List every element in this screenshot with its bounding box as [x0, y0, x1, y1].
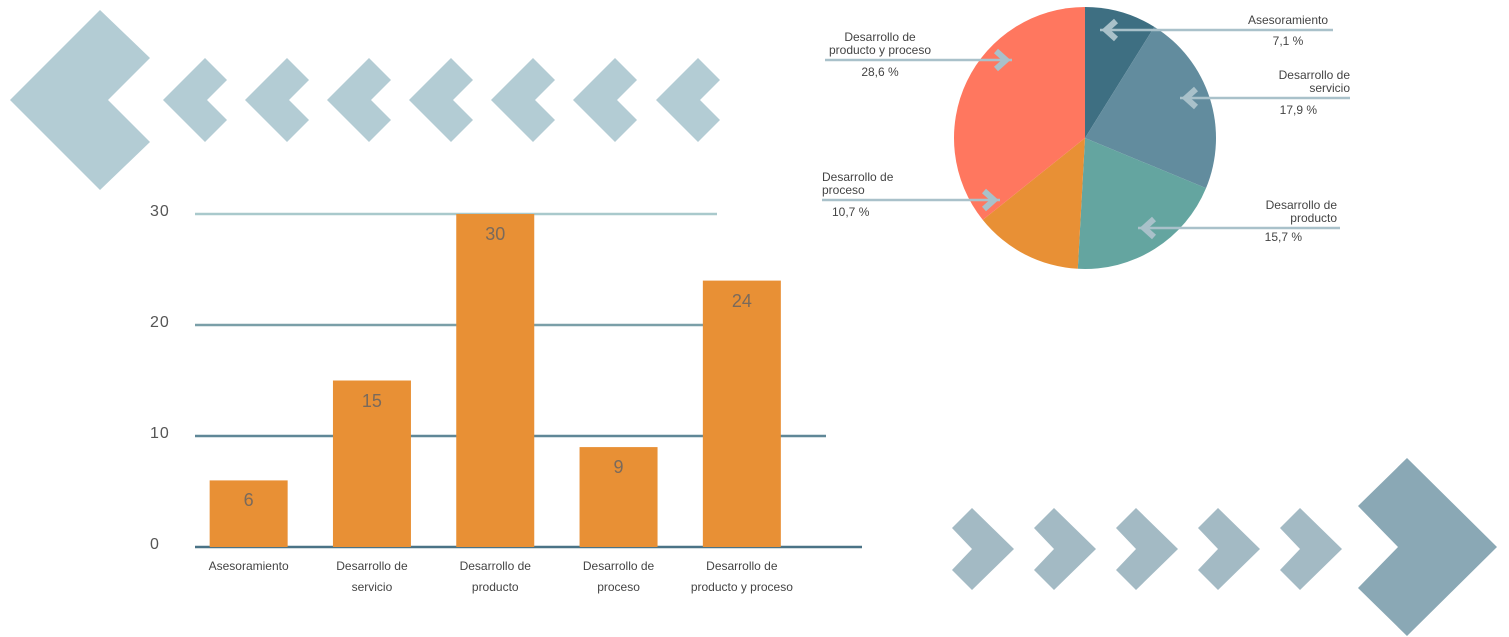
- y-tick-label: 30: [150, 203, 170, 220]
- chevron: [1280, 508, 1342, 590]
- pie-value-label: 17,9 %: [1279, 103, 1317, 117]
- data-label: 24: [731, 290, 752, 311]
- chevron: [1116, 508, 1178, 590]
- chevron: [1034, 508, 1096, 590]
- leader-arrow: [981, 188, 999, 212]
- pie-label: Desarrollo de producto: [1265, 198, 1337, 225]
- data-label: 9: [613, 457, 624, 478]
- bar: [579, 447, 658, 547]
- chevron: [409, 58, 473, 142]
- pie-value-label: 10,7 %: [832, 205, 870, 219]
- leader-arrow: [1139, 216, 1157, 240]
- chevron: [952, 508, 1014, 590]
- left-small-chevrons: [163, 58, 720, 142]
- chevron: [245, 58, 309, 142]
- pie-label: Desarrollo de producto y proceso: [828, 30, 932, 57]
- bar: [702, 280, 781, 547]
- pie-slice: [1085, 7, 1155, 138]
- bar: [332, 380, 411, 547]
- right-small-chevrons: [952, 508, 1342, 590]
- x-tick-label: Desarrollo de proceso: [582, 559, 655, 594]
- y-tick-label: 0: [150, 536, 160, 553]
- pie-label: Asesoramiento: [1247, 13, 1329, 27]
- pie-value-label: 15,7 %: [1264, 230, 1302, 244]
- leader-arrow: [993, 48, 1011, 72]
- chevron: [1198, 508, 1260, 590]
- pie-label: Desarrollo de servicio: [1278, 68, 1350, 95]
- left-chevrons: [10, 10, 150, 190]
- bar: [456, 214, 535, 547]
- leader-arrow: [1101, 18, 1119, 42]
- chevron: [656, 58, 720, 142]
- data-label: 6: [243, 490, 254, 511]
- pie-slice: [1077, 138, 1207, 269]
- y-tick-label: 10: [150, 425, 170, 442]
- bar: [209, 480, 288, 547]
- chevron: [10, 10, 150, 190]
- pie-slice: [982, 138, 1085, 269]
- x-tick-label: Desarrollo de producto y proceso: [690, 559, 793, 594]
- y-tick-label: 20: [150, 314, 170, 331]
- x-tick-label: Desarrollo de producto: [459, 559, 531, 594]
- leader-arrow: [1181, 86, 1199, 110]
- chevron: [163, 58, 227, 142]
- pie-value-label: 28,6 %: [861, 65, 899, 79]
- data-label: 30: [485, 224, 506, 244]
- x-tick-label: Asesoramiento: [208, 559, 289, 573]
- pie-slice: [1085, 26, 1216, 189]
- x-tick-label: Desarrollo de servicio: [336, 559, 408, 594]
- chevron: [491, 58, 555, 142]
- chevron: [1358, 458, 1497, 636]
- data-label: 15: [361, 390, 382, 411]
- pie-label: Desarrollo de proceso: [822, 170, 894, 197]
- chevron: [327, 58, 391, 142]
- pie-value-label: 7,1 %: [1272, 34, 1304, 48]
- chevron: [573, 58, 637, 142]
